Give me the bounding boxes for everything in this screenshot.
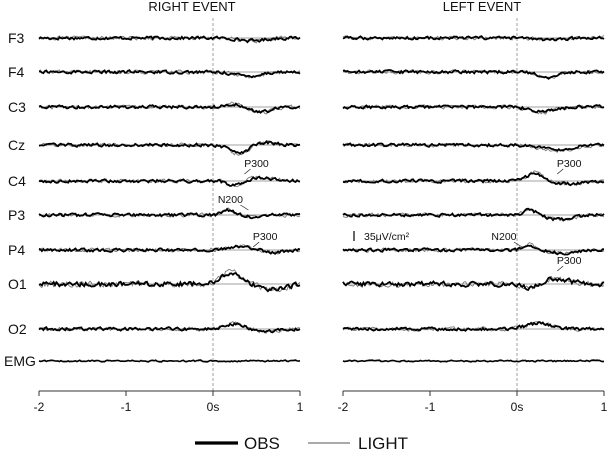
obs-trace-o1 [342,276,605,292]
scale-bar-label: 35μV/cm² [364,231,410,243]
obs-trace-cz [342,142,605,152]
right-panel-title: RIGHT EVENT [148,0,235,14]
obs-trace-cz [38,140,301,155]
obs-trace-f4 [38,69,301,79]
light-trace-f3 [38,35,301,44]
obs-trace-o2 [38,321,301,334]
channel-label-f4: F4 [8,64,25,80]
obs-trace-emg [38,359,301,363]
annotation-p300: P300 [557,158,582,170]
annotation-pointer [513,241,523,248]
obs-trace-emg [342,359,605,363]
obs-trace-f4 [342,69,605,80]
x-tick-label: 0s [207,400,220,414]
channel-label-p3: P3 [8,207,25,223]
annotation-pointer [244,168,251,175]
obs-trace-f3 [38,35,301,44]
obs-trace-c4 [38,175,301,187]
annotation-n200: N200 [218,194,243,206]
x-tick-label: 1 [601,400,608,414]
x-tick-label: -1 [425,400,436,414]
x-tick-label: -1 [121,400,132,414]
obs-trace-p4 [38,244,301,255]
obs-trace-p4 [342,244,605,256]
panel-right-event: -2 -1 0s 1 P300 N200 P300 [34,18,304,414]
channel-label-c4: C4 [8,173,26,189]
panels: -2 -1 0s 1 P300 N200 P300 -2 -1 0s 1 P300 N200 P300 35… [34,18,608,414]
annotation-p300: P300 [253,231,278,243]
light-trace-o1 [38,269,301,293]
legend-light-label: LIGHT [358,434,408,453]
channel-label-emg: EMG [4,353,36,369]
annotation-pointer [556,168,564,175]
channel-label-cz: Cz [8,137,25,153]
light-trace-o1 [342,275,605,290]
annotation-p300: P300 [244,158,269,170]
x-tick-label: -2 [338,400,349,414]
obs-trace-f3 [342,35,605,42]
channel-labels: F3 F4 C3 Cz C4 P3 P4 O1 O2 EMG [4,30,36,369]
x-tick-label: 1 [297,400,304,414]
left-panel-title: LEFT EVENT [443,0,522,14]
channel-label-c3: C3 [8,99,26,115]
panel-left-event: -2 -1 0s 1 P300 N200 P300 35μV/cm² [338,18,608,414]
obs-trace-c4 [342,172,605,187]
channel-label-p4: P4 [8,242,25,258]
annotation-pointer [556,265,564,272]
annotation-pointer [240,204,249,211]
obs-trace-o2 [342,321,605,332]
channel-label-f3: F3 [8,30,25,46]
x-tick-label: -2 [34,400,45,414]
annotation-pointer [252,241,260,248]
obs-trace-p3 [342,207,605,222]
obs-trace-p3 [38,207,301,220]
obs-trace-o1 [38,272,301,293]
annotation-p300: P300 [557,255,582,267]
legend-obs-label: OBS [244,434,280,453]
obs-trace-c3 [38,102,301,114]
channel-label-o1: O1 [8,276,27,292]
channel-label-o2: O2 [8,321,27,337]
obs-trace-c3 [342,104,605,114]
annotation-n200: N200 [491,231,516,243]
x-tick-label: 0s [511,400,524,414]
